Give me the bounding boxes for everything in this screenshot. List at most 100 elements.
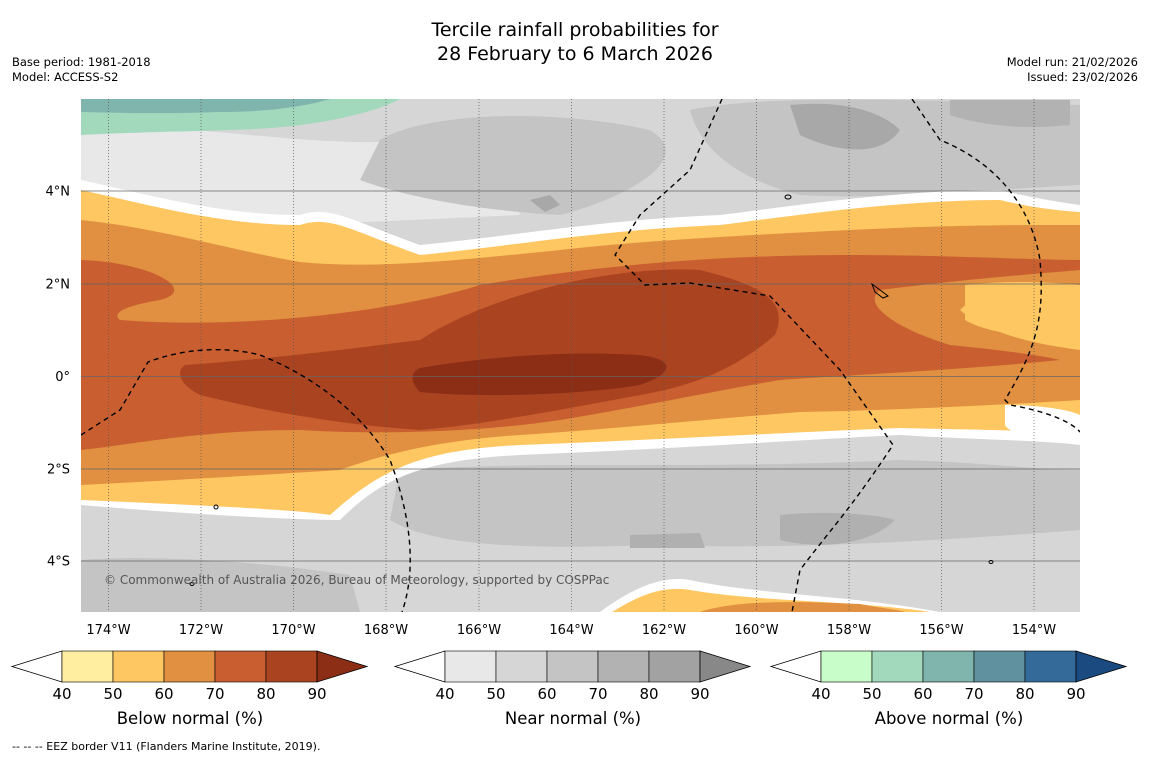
latitude-labels: 4°N 2°N 0° 2°S 4°S xyxy=(46,185,71,570)
model-info: Base period: 1981-2018 Model: ACCESS-S2 xyxy=(12,55,151,85)
title-line-2: 28 February to 6 March 2026 xyxy=(436,43,713,65)
longitude-label: 158°W xyxy=(827,623,871,638)
colorbar-tick-label: 80 xyxy=(256,685,275,703)
colorbar-segment xyxy=(265,650,318,683)
map-title: Tercile rainfall probabilities for 28 Fe… xyxy=(0,18,1150,66)
white-buffer-east xyxy=(1005,405,1080,440)
colorbar-segment xyxy=(214,650,267,683)
longitude-label: 174°W xyxy=(86,623,130,638)
run-info: Model run: 21/02/2026 Issued: 23/02/2026 xyxy=(1007,55,1138,85)
colorbar-segment xyxy=(546,650,599,683)
colorbar-over-triangle xyxy=(316,650,369,683)
longitude-label: 164°W xyxy=(549,623,593,638)
latitude-label: 0° xyxy=(55,370,70,385)
latitude-label: 2°N xyxy=(46,278,71,293)
island-e xyxy=(189,582,195,586)
colorbars: 40 50 60 70 80 90 40 50 60 70 80 90 40 50 60 70 80 90 xyxy=(10,650,1128,703)
colorbar-over-triangle xyxy=(699,650,752,683)
island-c xyxy=(213,504,219,510)
colorbar-under-triangle xyxy=(10,650,63,683)
colorbar-tick-label: 60 xyxy=(537,685,556,703)
colorbar-tick-label: 50 xyxy=(862,685,881,703)
title-line-1: Tercile rainfall probabilities for xyxy=(431,19,719,41)
eez-footnote: -- -- -- EEZ border V11 (Flanders Marine… xyxy=(12,740,321,753)
model-run: Model run: 21/02/2026 xyxy=(1006,55,1138,69)
island-d xyxy=(988,560,994,564)
longitude-label: 160°W xyxy=(734,623,778,638)
colorbar-above: 40 50 60 70 80 90 xyxy=(769,650,1128,703)
island-b xyxy=(870,282,890,299)
colorbar-title-above: Above normal (%) xyxy=(874,709,1024,728)
eez-border-east xyxy=(911,99,1080,433)
near-80-north xyxy=(790,103,900,150)
longitude-label: 168°W xyxy=(364,623,408,638)
base-period: Base period: 1981-2018 xyxy=(12,55,151,69)
colorbar-tick-label: 80 xyxy=(639,685,658,703)
latitude-label: 4°N xyxy=(46,185,71,200)
colorbar-title-near: Near normal (%) xyxy=(504,709,642,728)
above-60-patch xyxy=(81,99,330,114)
colorbar-segment xyxy=(922,650,975,683)
colorbar-segment xyxy=(112,650,165,683)
map-grid xyxy=(81,99,1080,612)
colorbar-tick-label: 90 xyxy=(690,685,709,703)
colorbar-segment xyxy=(495,650,548,683)
colorbar-segment xyxy=(871,650,924,683)
longitude-label: 154°W xyxy=(1012,623,1056,638)
colorbar-tick-label: 70 xyxy=(205,685,224,703)
colorbar-over-triangle xyxy=(1075,650,1128,683)
near-60-southwest xyxy=(81,558,360,612)
near-60-north-a xyxy=(360,116,666,215)
colorbar-tick-label: 80 xyxy=(1015,685,1034,703)
model-name: Model: ACCESS-S2 xyxy=(12,70,119,84)
longitude-label: 156°W xyxy=(919,623,963,638)
near-70-south-b xyxy=(630,533,705,548)
longitude-label: 172°W xyxy=(179,623,223,638)
colorbar-tick-label: 40 xyxy=(435,685,454,703)
colorbar-segment xyxy=(648,650,701,683)
eez-border-central xyxy=(614,99,894,612)
colorbar-tick-label: 40 xyxy=(811,685,830,703)
longitude-label: 162°W xyxy=(642,623,686,638)
below-60-south xyxy=(700,602,905,612)
islands xyxy=(189,194,994,586)
copyright-text: © Commonwealth of Australia 2026, Bureau… xyxy=(104,573,609,587)
eez-border-west xyxy=(81,348,411,612)
colorbar-tick-label: 70 xyxy=(588,685,607,703)
issued-date: Issued: 23/02/2026 xyxy=(1027,70,1138,84)
below-50-east xyxy=(965,281,1080,340)
near-80-spot xyxy=(530,195,560,212)
colorbar-title-below: Below normal (%) xyxy=(116,709,264,728)
latitude-label: 4°S xyxy=(47,555,70,570)
near-70-north xyxy=(950,100,1070,127)
colorbar-tick-label: 50 xyxy=(103,685,122,703)
colorbar-segment xyxy=(163,650,216,683)
colorbar-tick-label: 60 xyxy=(913,685,932,703)
colorbar-tick-label: 60 xyxy=(154,685,173,703)
latitude-label: 2°S xyxy=(47,463,70,478)
longitude-labels: 174°W 172°W 170°W 168°W 166°W 164°W 162°W 160°W… xyxy=(86,623,1056,638)
map-fields xyxy=(81,99,1080,612)
colorbar-tick-label: 40 xyxy=(52,685,71,703)
colorbar-under-triangle xyxy=(769,650,822,683)
colorbar-segment xyxy=(973,650,1026,683)
below-90-region xyxy=(412,353,667,396)
colorbar-segment xyxy=(1024,650,1077,683)
near-70-south-a xyxy=(780,512,895,545)
colorbar-tick-label: 70 xyxy=(964,685,983,703)
colorbar-under-triangle xyxy=(393,650,446,683)
colorbar-tick-label: 90 xyxy=(1066,685,1085,703)
near-60-north-b xyxy=(690,99,1080,197)
near-60-south xyxy=(390,460,1080,547)
colorbar-segment xyxy=(61,650,114,683)
below-80-region xyxy=(180,269,779,430)
colorbar-segment xyxy=(444,650,497,683)
island-a xyxy=(784,194,792,200)
colorbar-tick-label: 90 xyxy=(307,685,326,703)
longitude-label: 166°W xyxy=(457,623,501,638)
probability-map: © Commonwealth of Australia 2026, Bureau… xyxy=(10,99,1128,703)
colorbar-segment xyxy=(820,650,873,683)
colorbar-segment xyxy=(597,650,650,683)
colorbar-below: 40 50 60 70 80 90 xyxy=(10,650,369,703)
longitude-label: 170°W xyxy=(271,623,315,638)
